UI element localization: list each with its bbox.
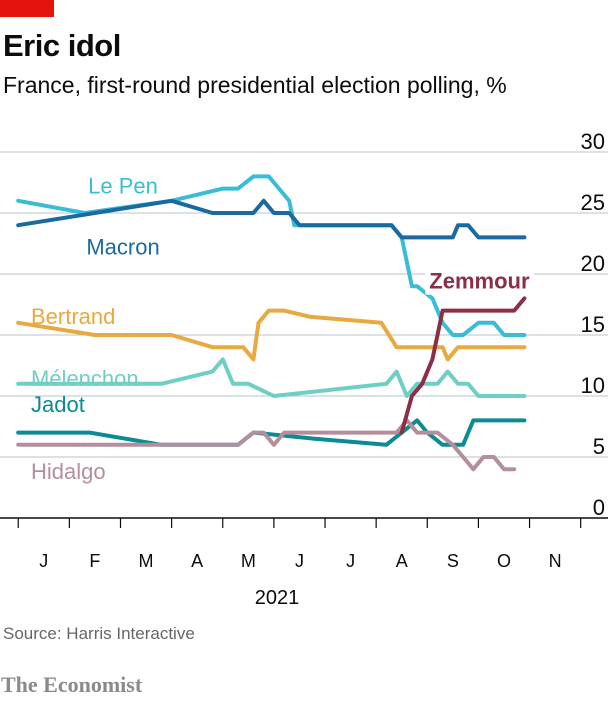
series-label-bertrand: Bertrand [31,304,115,329]
y-tick-label-15: 15 [581,312,605,337]
x-tick-label-j: J [39,551,48,571]
series-line-zemmour [399,296,527,435]
y-tick-label-30: 30 [581,129,605,154]
y-tick-label-0: 0 [593,495,605,520]
series-line-m-lenchon [16,357,527,398]
x-tick-label-j: J [346,551,355,571]
series-label-zemmour: Zemmour [429,269,530,294]
x-tick-label-s: S [447,551,459,571]
line-chart: 0 5 10 15 20 25 30 J F M A M J J A S O N 2021 Le Pen Macron B… [0,129,608,609]
series-line-hidalgo [16,418,517,472]
publisher-logo: The Economist [1,672,143,697]
brand-red-bar [0,0,54,17]
y-tick-label-10: 10 [581,373,605,398]
x-tick-label-m: M [139,551,154,571]
x-tick-label-o: O [497,551,511,571]
y-tick-label-20: 20 [581,251,605,276]
x-tick-label-f: F [89,551,100,571]
label-background [27,457,110,485]
series-line-macron [16,198,527,240]
chart-subtitle: France, first-round presidential electio… [3,72,507,98]
x-tick-label-j: J [295,551,304,571]
series-label-m-lenchon: Mélenchon [31,366,139,391]
series-label-hidalgo: Hidalgo [31,459,106,484]
y-tick-label-5: 5 [593,434,605,459]
series-label-le-pen: Le Pen [88,173,158,198]
chart-title: Eric idol [3,28,121,63]
source-note: Source: Harris Interactive [3,624,195,643]
series-label-macron: Macron [86,234,159,259]
x-tick-label-n: N [549,551,562,571]
x-axis-year-label: 2021 [255,587,300,609]
x-tick-label-m: M [241,551,256,571]
x-tick-label-a: A [396,551,408,571]
label-background [425,267,534,295]
y-tick-label-25: 25 [581,190,605,215]
series-line-bertrand [16,308,527,362]
x-tick-label-a: A [191,551,203,571]
series-label-jadot: Jadot [31,392,85,417]
